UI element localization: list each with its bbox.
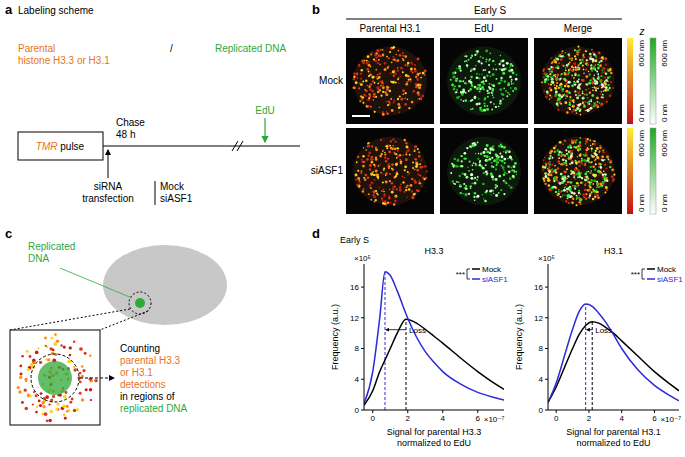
svg-text:Frequency (a.u.): Frequency (a.u.) <box>514 304 524 370</box>
svg-text:Early S: Early S <box>474 5 507 16</box>
svg-text:siASF1: siASF1 <box>160 193 193 204</box>
svg-text:Loss: Loss <box>409 326 426 335</box>
svg-text:Mock: Mock <box>160 181 185 192</box>
svg-text:Parental H3.1: Parental H3.1 <box>359 23 421 34</box>
svg-text:DNA: DNA <box>28 253 49 264</box>
svg-text:0: 0 <box>539 406 544 415</box>
svg-text:transfection: transfection <box>82 193 134 204</box>
svg-text:6: 6 <box>652 414 657 423</box>
svg-text:2: 2 <box>406 414 411 423</box>
svg-text:Early S: Early S <box>340 235 369 245</box>
svg-text:Mock: Mock <box>657 265 677 274</box>
svg-text:12: 12 <box>534 314 543 323</box>
svg-text:siASF1: siASF1 <box>311 165 344 176</box>
svg-text:histone H3.3 or H3.1: histone H3.3 or H3.1 <box>18 55 110 66</box>
svg-text:normalized to EdU: normalized to EdU <box>397 438 471 448</box>
svg-text:a: a <box>5 2 13 17</box>
svg-text:siASF1: siASF1 <box>482 275 508 284</box>
svg-text:600 nm: 600 nm <box>637 40 646 67</box>
svg-text:4: 4 <box>355 375 360 384</box>
svg-text:0: 0 <box>554 414 559 423</box>
svg-text:H3.3: H3.3 <box>424 246 443 256</box>
svg-text:0 nm: 0 nm <box>660 104 669 122</box>
svg-text:Signal for parental H3.3: Signal for parental H3.3 <box>387 427 482 437</box>
svg-text:Loss: Loss <box>595 326 612 335</box>
svg-text:or H3.1: or H3.1 <box>120 367 153 378</box>
svg-text:Mock: Mock <box>482 265 502 274</box>
svg-text:Merge: Merge <box>564 23 593 34</box>
svg-text:×10⁻⁷: ×10⁻⁷ <box>660 415 681 424</box>
svg-text:8: 8 <box>355 344 360 353</box>
svg-text:0 nm: 0 nm <box>637 104 646 122</box>
svg-text:/: / <box>170 43 173 54</box>
svg-text:600 nm: 600 nm <box>660 130 669 157</box>
svg-text:Chase: Chase <box>116 117 145 128</box>
svg-text:Frequency (a.u.): Frequency (a.u.) <box>330 304 340 370</box>
svg-text:0 nm: 0 nm <box>660 194 669 212</box>
svg-text:EdU: EdU <box>255 105 274 116</box>
svg-text:12: 12 <box>350 314 359 323</box>
svg-text:b: b <box>312 2 320 17</box>
svg-text:z: z <box>639 26 645 37</box>
svg-text:Signal for parental H3.1: Signal for parental H3.1 <box>566 427 661 437</box>
svg-text:16: 16 <box>350 283 359 292</box>
svg-text:×10⁻⁷: ×10⁻⁷ <box>484 415 505 424</box>
svg-text:Mock: Mock <box>319 75 344 86</box>
svg-text:4: 4 <box>539 375 544 384</box>
svg-text:siASF1: siASF1 <box>657 275 683 284</box>
svg-text:6: 6 <box>476 414 481 423</box>
svg-text:4: 4 <box>441 414 446 423</box>
svg-text:d: d <box>312 226 320 241</box>
svg-text:×10⁵: ×10⁵ <box>538 254 555 263</box>
svg-text:siRNA: siRNA <box>94 181 123 192</box>
svg-text:***: *** <box>631 270 640 279</box>
svg-text:replicated DNA: replicated DNA <box>120 403 188 414</box>
svg-text:c: c <box>5 226 12 241</box>
svg-text:TMR pulse: TMR pulse <box>36 141 85 152</box>
svg-text:Replicated: Replicated <box>28 241 75 252</box>
svg-text:48 h: 48 h <box>116 129 135 140</box>
svg-text:normalized to EdU: normalized to EdU <box>576 438 650 448</box>
svg-text:Replicated DNA: Replicated DNA <box>215 43 286 54</box>
svg-text:600 nm: 600 nm <box>660 40 669 67</box>
svg-text:Counting: Counting <box>120 343 160 354</box>
svg-text:in regions of: in regions of <box>120 391 175 402</box>
svg-text:Labeling scheme: Labeling scheme <box>18 5 94 16</box>
svg-text:0: 0 <box>371 414 376 423</box>
svg-text:H3.1: H3.1 <box>604 246 623 256</box>
svg-text:600 nm: 600 nm <box>637 130 646 157</box>
svg-text:4: 4 <box>619 414 624 423</box>
svg-text:0: 0 <box>355 406 360 415</box>
svg-text:detections: detections <box>120 379 166 390</box>
svg-text:0 nm: 0 nm <box>637 194 646 212</box>
svg-text:8: 8 <box>539 344 544 353</box>
svg-text:Parental: Parental <box>18 43 55 54</box>
svg-text:***: *** <box>456 270 465 279</box>
svg-text:×10⁵: ×10⁵ <box>354 254 371 263</box>
svg-text:16: 16 <box>534 283 543 292</box>
svg-text:parental H3.3: parental H3.3 <box>120 355 180 366</box>
svg-text:EdU: EdU <box>474 23 493 34</box>
svg-text:2: 2 <box>587 414 592 423</box>
